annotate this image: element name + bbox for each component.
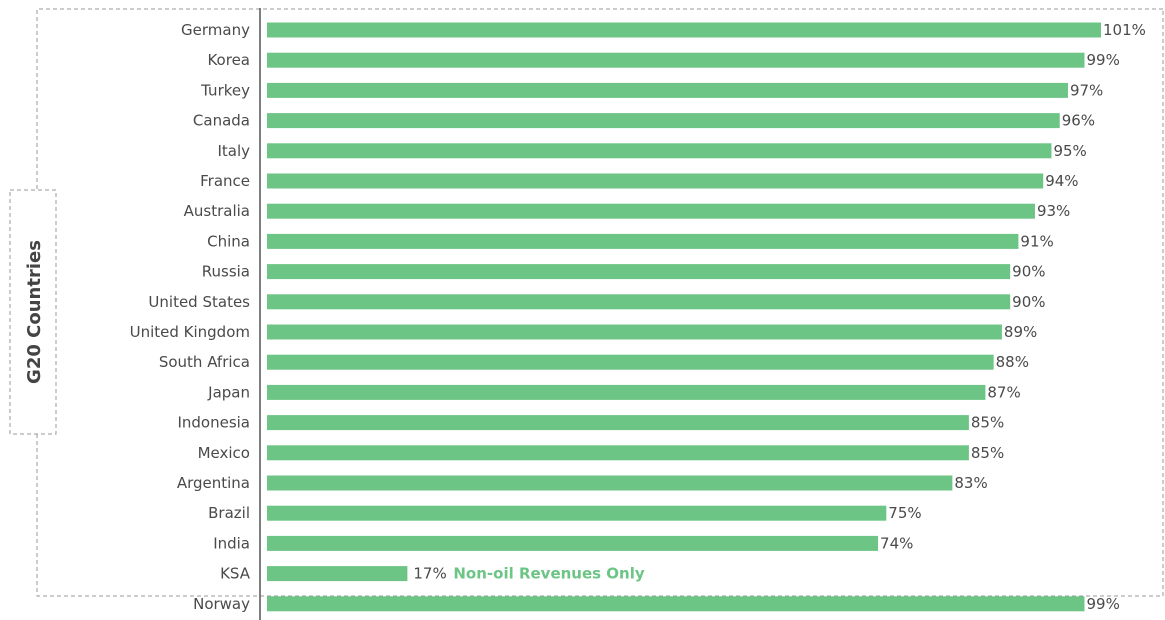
group-box-layer: G20 Countries — [9, 8, 1164, 597]
bar-japan — [267, 384, 986, 400]
value-label-canada: 96% — [1062, 112, 1095, 130]
bar-australia — [267, 203, 1035, 219]
bar-united-kingdom — [267, 324, 1002, 340]
value-label-united-states: 90% — [1012, 293, 1045, 311]
category-label-japan: Japan — [207, 383, 250, 401]
bars-layer — [267, 22, 1101, 612]
value-label-korea: 99% — [1086, 51, 1119, 69]
category-label-norway: Norway — [193, 595, 250, 613]
category-label-india: India — [213, 534, 250, 552]
bar-united-states — [267, 294, 1011, 310]
group-bracket-bottom — [36, 9, 1164, 597]
bar-norway — [267, 596, 1085, 612]
category-label-russia: Russia — [202, 263, 250, 281]
category-label-south-africa: South Africa — [159, 353, 250, 371]
bar-indonesia — [267, 415, 969, 431]
category-label-argentina: Argentina — [177, 474, 250, 492]
bar-south-africa — [267, 354, 994, 370]
value-label-turkey: 97% — [1070, 81, 1103, 99]
value-label-united-kingdom: 89% — [1004, 323, 1037, 341]
category-label-china: China — [207, 232, 250, 250]
category-label-mexico: Mexico — [198, 444, 250, 462]
category-label-turkey: Turkey — [200, 81, 250, 99]
value-label-germany: 101% — [1103, 21, 1146, 39]
value-label-india: 74% — [880, 534, 913, 552]
category-label-france: France — [200, 172, 250, 190]
value-label-china: 91% — [1020, 232, 1053, 250]
category-label-italy: Italy — [217, 142, 250, 160]
value-label-mexico: 85% — [971, 444, 1004, 462]
value-label-ksa: 17% — [413, 565, 446, 583]
group-label-text: G20 Countries — [24, 240, 45, 384]
category-label-united-kingdom: United Kingdom — [130, 323, 250, 341]
value-label-norway: 99% — [1086, 595, 1119, 613]
value-label-japan: 87% — [987, 383, 1020, 401]
value-label-indonesia: 85% — [971, 414, 1004, 432]
category-label-korea: Korea — [207, 51, 250, 69]
bar-ksa — [267, 566, 408, 582]
category-label-ksa: KSA — [220, 565, 251, 583]
value-label-australia: 93% — [1037, 202, 1070, 220]
value-label-argentina: 83% — [954, 474, 987, 492]
value-label-france: 94% — [1045, 172, 1078, 190]
bar-russia — [267, 264, 1011, 280]
value-label-russia: 90% — [1012, 263, 1045, 281]
bar-france — [267, 173, 1044, 189]
group-bracket-top — [36, 8, 1163, 190]
bar-germany — [267, 22, 1101, 38]
value-label-brazil: 75% — [888, 504, 921, 522]
bar-argentina — [267, 475, 953, 491]
bar-brazil — [267, 505, 887, 521]
category-label-australia: Australia — [184, 202, 250, 220]
value-label-italy: 95% — [1053, 142, 1086, 160]
bar-india — [267, 535, 879, 551]
bar-korea — [267, 52, 1085, 68]
highlight-note: Non-oil Revenues Only — [453, 565, 645, 583]
bar-turkey — [267, 82, 1068, 98]
bar-canada — [267, 113, 1060, 129]
category-label-united-states: United States — [148, 293, 250, 311]
value-label-south-africa: 88% — [996, 353, 1029, 371]
labels-layer: Germany 101% Korea 99% Turkey 97% Canada 96% Ita… — [130, 21, 1146, 613]
bar-china — [267, 233, 1019, 249]
category-label-indonesia: Indonesia — [177, 414, 250, 432]
bar-mexico — [267, 445, 969, 461]
category-label-canada: Canada — [193, 112, 250, 130]
category-label-brazil: Brazil — [208, 504, 250, 522]
group-label-box — [9, 189, 57, 435]
bar-italy — [267, 143, 1052, 159]
category-label-germany: Germany — [181, 21, 250, 39]
